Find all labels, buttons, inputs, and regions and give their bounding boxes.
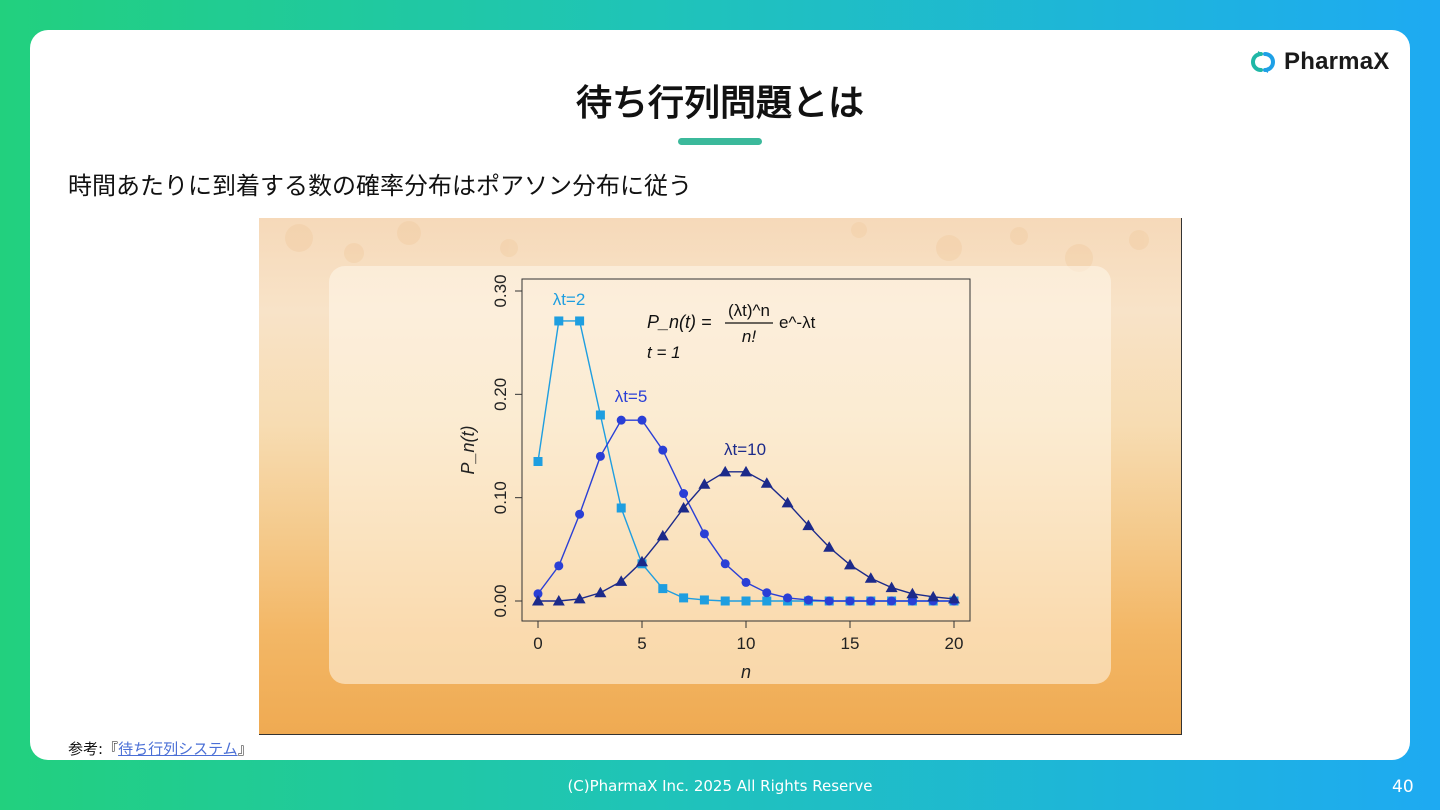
series-label: λt=5 xyxy=(615,387,648,406)
data-point-triangle xyxy=(885,581,898,593)
data-point-triangle xyxy=(698,478,711,489)
pharmax-logo-icon xyxy=(1251,51,1275,73)
data-point-triangle xyxy=(552,595,565,606)
data-point-triangle xyxy=(615,575,628,586)
data-point-square xyxy=(679,593,689,603)
x-tick-label: 0 xyxy=(533,634,542,653)
y-tick-label: 0.00 xyxy=(491,584,510,617)
data-point-circle xyxy=(720,559,730,569)
x-axis-label: n xyxy=(741,662,751,682)
brand-logo: PharmaX xyxy=(1248,48,1389,76)
x-tick-label: 15 xyxy=(841,634,860,653)
formula-denominator: n! xyxy=(742,327,756,346)
data-point-circle xyxy=(595,451,605,461)
data-point-circle xyxy=(783,593,793,603)
data-point-circle xyxy=(907,596,917,606)
source-link[interactable]: 待ち行列システム xyxy=(118,740,238,758)
y-tick-label: 0.20 xyxy=(491,378,510,411)
formula-numerator: (λt)^n xyxy=(728,301,770,320)
formula-lhs: P_n(t) = xyxy=(647,312,712,332)
data-point-circle xyxy=(533,589,543,599)
data-point-square xyxy=(575,316,585,326)
brand-name: PharmaX xyxy=(1284,48,1390,75)
data-point-triangle xyxy=(906,587,919,599)
data-point-triangle xyxy=(594,586,607,598)
data-point-triangle xyxy=(760,477,773,488)
data-point-circle xyxy=(679,489,689,499)
background-bubbles xyxy=(285,221,1149,272)
data-point-triangle xyxy=(636,555,648,567)
page-number: 40 xyxy=(1392,777,1414,797)
x-tick-label: 5 xyxy=(637,634,646,653)
data-point-circle xyxy=(887,596,897,606)
data-point-square xyxy=(720,596,730,606)
x-tick-label: 20 xyxy=(945,634,964,653)
data-point-triangle xyxy=(781,496,794,508)
data-point-triangle xyxy=(656,529,669,541)
data-point-circle xyxy=(616,415,626,425)
data-point-triangle xyxy=(677,502,690,513)
y-tick-label: 0.30 xyxy=(491,274,510,307)
series-label: λt=2 xyxy=(553,290,586,309)
data-point-circle xyxy=(845,596,855,606)
data-point-circle xyxy=(554,561,564,571)
data-point-square xyxy=(595,410,605,420)
data-point-square xyxy=(533,457,543,466)
data-point-triangle xyxy=(802,519,815,531)
data-point-square xyxy=(699,595,709,605)
data-point-triangle xyxy=(927,590,940,602)
x-tick-label: 10 xyxy=(737,634,756,653)
data-point-circle xyxy=(575,509,585,519)
data-point-square xyxy=(658,584,668,594)
poisson-chart: 0 5 10 15 20 0.00 0.10 0.20 0.30 n P_n(t) λt=2 λt=5… xyxy=(458,274,971,682)
data-point-square xyxy=(616,503,626,513)
data-point-circle xyxy=(866,596,876,606)
slide-subtitle: 時間あたりに到着する数の確率分布はポアソン分布に従う xyxy=(68,172,692,200)
data-point-circle xyxy=(699,529,709,539)
data-point-circle xyxy=(762,588,772,598)
title-underline xyxy=(678,138,762,145)
series-label: λt=10 xyxy=(724,440,766,459)
data-point-triangle xyxy=(948,592,960,604)
data-point-triangle xyxy=(573,592,586,604)
source-prefix: 参考:『 xyxy=(68,740,119,758)
data-point-square xyxy=(554,316,564,326)
data-point-square xyxy=(741,596,751,606)
data-point-triangle xyxy=(719,465,732,477)
formula-exponential: e^-λt xyxy=(779,313,816,332)
data-point-circle xyxy=(824,596,834,606)
data-point-circle xyxy=(741,577,751,587)
data-point-circle xyxy=(637,415,647,425)
data-point-triangle xyxy=(864,572,877,583)
y-tick-label: 0.10 xyxy=(491,481,510,514)
footer-copyright: (C)PharmaX Inc. 2025 All Rights Reserve xyxy=(567,777,873,795)
formula-t-value: t = 1 xyxy=(647,343,681,362)
data-point-triangle xyxy=(844,558,856,570)
chart-figure: 0 5 10 15 20 0.00 0.10 0.20 0.30 n P_n(t) λt=2 λt=5… xyxy=(259,218,1182,735)
source-citation: 参考:『待ち行列システム』 xyxy=(68,738,253,759)
data-point-square xyxy=(762,596,772,606)
y-axis-label: P_n(t) xyxy=(458,425,478,474)
data-point-triangle xyxy=(532,595,544,606)
source-suffix: 』 xyxy=(237,740,253,758)
data-point-circle xyxy=(803,595,813,605)
data-point-triangle xyxy=(740,465,752,477)
slide-card: PharmaX 待ち行列問題とは 時間あたりに到着する数の確率分布はポアソン分布… xyxy=(30,30,1410,760)
data-point-circle xyxy=(658,445,668,455)
data-point-triangle xyxy=(823,541,836,552)
page-title: 待ち行列問題とは xyxy=(575,83,864,124)
series-line xyxy=(537,320,954,602)
